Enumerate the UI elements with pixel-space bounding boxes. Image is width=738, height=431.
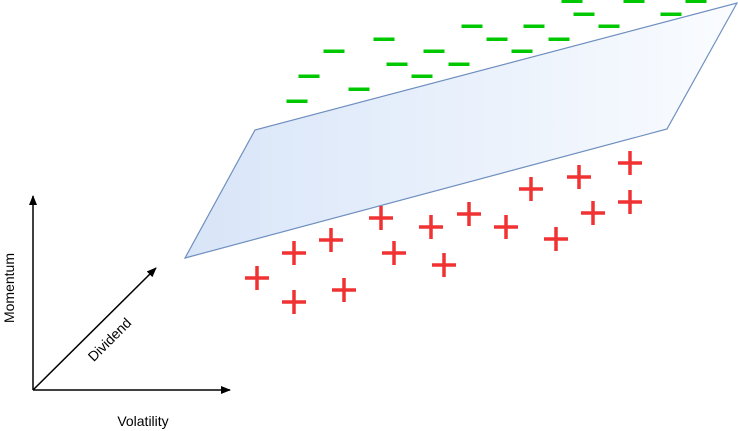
plus-point [519, 177, 543, 201]
minus-point [411, 74, 433, 78]
plus-point [382, 241, 406, 265]
momentum-axis-label: Momentum [1, 253, 17, 323]
minus-point [660, 12, 682, 16]
minus-point [448, 62, 470, 66]
minus-point [523, 24, 545, 28]
plus-point [369, 206, 393, 230]
minus-point [461, 24, 483, 28]
plus-point [319, 228, 343, 252]
positive-points [245, 151, 642, 314]
plus-point [567, 165, 591, 189]
negative-points [286, 0, 707, 103]
minus-point [386, 62, 408, 66]
minus-point [598, 24, 620, 28]
minus-point [561, 0, 583, 3]
plus-point [419, 215, 443, 239]
minus-point [548, 37, 570, 41]
minus-point [685, 0, 707, 3]
minus-point [286, 99, 308, 103]
separating-hyperplane [183, 2, 738, 259]
plus-point [432, 253, 456, 277]
plus-point [457, 202, 481, 226]
plus-point [581, 201, 605, 225]
plus-point [282, 290, 306, 314]
dividend-axis-label: Dividend [85, 315, 135, 365]
minus-point [298, 74, 320, 78]
minus-point [511, 49, 533, 53]
plus-point [494, 215, 518, 239]
volatility-axis-label: Volatility [117, 413, 168, 429]
minus-point [423, 49, 445, 53]
minus-point [573, 12, 595, 16]
dividend-axis [32, 267, 157, 391]
minus-point [373, 37, 395, 41]
plus-point [618, 151, 642, 175]
minus-point [486, 37, 508, 41]
plus-point [618, 190, 642, 214]
plus-point [245, 266, 269, 290]
minus-point [623, 0, 645, 3]
minus-point [323, 49, 345, 53]
minus-point [348, 87, 370, 91]
plus-point [282, 241, 306, 265]
plus-point [332, 278, 356, 302]
plus-point [544, 227, 568, 251]
